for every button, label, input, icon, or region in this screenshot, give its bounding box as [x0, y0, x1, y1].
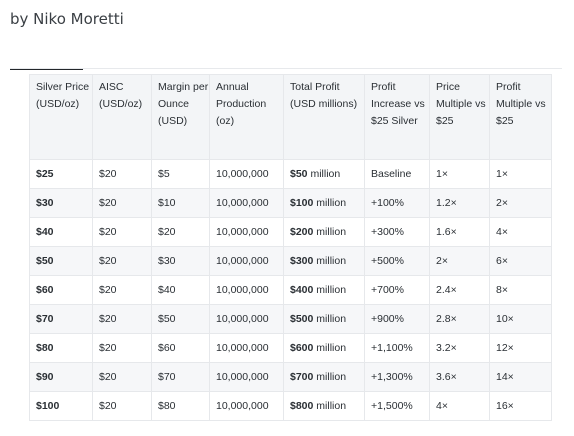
- cell-margin: $70: [151, 362, 210, 392]
- cell-aisc: $20: [92, 391, 152, 421]
- cell-profit-increase: Baseline: [364, 159, 430, 189]
- cell-margin: $60: [151, 333, 210, 363]
- cell-profit-increase: +700%: [364, 275, 430, 305]
- cell-silver-price: $80: [29, 333, 93, 363]
- cell-total-profit: $800 million: [283, 391, 365, 421]
- header-margin: Margin per Ounce (USD): [151, 74, 210, 160]
- cell-aisc: $20: [92, 246, 152, 276]
- cell-aisc: $20: [92, 275, 152, 305]
- cell-aisc: $20: [92, 362, 152, 392]
- cell-total-profit: $50 million: [283, 159, 365, 189]
- cell-profit-multiple: 12×: [489, 333, 552, 363]
- cell-profit-multiple: 6×: [489, 246, 552, 276]
- cell-aisc: $20: [92, 304, 152, 334]
- table-row: $50 $20 $30 10,000,000 $300 million +500% 2× 6×: [29, 246, 552, 276]
- cell-production: 10,000,000: [209, 159, 284, 189]
- cell-silver-price: $60: [29, 275, 93, 305]
- cell-price-multiple: 4×: [429, 391, 490, 421]
- header-production: Annual Production (oz): [209, 74, 284, 160]
- table-row: $80 $20 $60 10,000,000 $600 million +1,100% 3.…: [29, 333, 552, 363]
- silver-profit-table: Silver Price (USD/oz) AISC (USD/oz) Marg…: [29, 74, 552, 421]
- cell-production: 10,000,000: [209, 188, 284, 218]
- table-row: $40 $20 $20 10,000,000 $200 million +300% 1.6×…: [29, 217, 552, 247]
- tab-indicator: [10, 69, 83, 70]
- cell-profit-multiple: 16×: [489, 391, 552, 421]
- cell-profit-increase: +1,100%: [364, 333, 430, 363]
- table-row: $30 $20 $10 10,000,000 $100 million +100% 1.2×…: [29, 188, 552, 218]
- cell-total-profit: $700 million: [283, 362, 365, 392]
- cell-price-multiple: 2.8×: [429, 304, 490, 334]
- cell-profit-increase: +100%: [364, 188, 430, 218]
- header-profit-increase: Profit Increase vs $25 Silver: [364, 74, 430, 160]
- table-header-row: Silver Price (USD/oz) AISC (USD/oz) Marg…: [29, 74, 552, 160]
- header-silver-price: Silver Price (USD/oz): [29, 74, 93, 160]
- cell-production: 10,000,000: [209, 217, 284, 247]
- cell-profit-multiple: 2×: [489, 188, 552, 218]
- cell-total-profit: $200 million: [283, 217, 365, 247]
- header-total-profit: Total Profit (USD millions): [283, 74, 365, 160]
- cell-margin: $30: [151, 246, 210, 276]
- cell-silver-price: $30: [29, 188, 93, 218]
- cell-aisc: $20: [92, 217, 152, 247]
- cell-margin: $20: [151, 217, 210, 247]
- cell-silver-price: $50: [29, 246, 93, 276]
- cell-profit-increase: +900%: [364, 304, 430, 334]
- cell-margin: $10: [151, 188, 210, 218]
- cell-silver-price: $40: [29, 217, 93, 247]
- cell-price-multiple: 1.2×: [429, 188, 490, 218]
- cell-price-multiple: 3.2×: [429, 333, 490, 363]
- cell-total-profit: $400 million: [283, 275, 365, 305]
- table-row: $60 $20 $40 10,000,000 $400 million +700% 2.4×…: [29, 275, 552, 305]
- header-aisc: AISC (USD/oz): [92, 74, 152, 160]
- cell-total-profit: $300 million: [283, 246, 365, 276]
- cell-margin: $5: [151, 159, 210, 189]
- cell-profit-multiple: 4×: [489, 217, 552, 247]
- cell-price-multiple: 2.4×: [429, 275, 490, 305]
- cell-production: 10,000,000: [209, 246, 284, 276]
- cell-price-multiple: 1.6×: [429, 217, 490, 247]
- cell-total-profit: $500 million: [283, 304, 365, 334]
- cell-aisc: $20: [92, 333, 152, 363]
- cell-price-multiple: 3.6×: [429, 362, 490, 392]
- cell-profit-multiple: 10×: [489, 304, 552, 334]
- header-price-multiple: Price Multiple vs $25: [429, 74, 490, 160]
- table-row: $70 $20 $50 10,000,000 $500 million +900% 2.8×…: [29, 304, 552, 334]
- cell-production: 10,000,000: [209, 362, 284, 392]
- cell-aisc: $20: [92, 159, 152, 189]
- cell-silver-price: $100: [29, 391, 93, 421]
- cell-price-multiple: 2×: [429, 246, 490, 276]
- table-row: $100 $20 $80 10,000,000 $800 million +1,500% 4…: [29, 391, 552, 421]
- cell-price-multiple: 1×: [429, 159, 490, 189]
- cell-profit-increase: +500%: [364, 246, 430, 276]
- cell-profit-increase: +1,300%: [364, 362, 430, 392]
- cell-silver-price: $70: [29, 304, 93, 334]
- cell-production: 10,000,000: [209, 333, 284, 363]
- cell-total-profit: $100 million: [283, 188, 365, 218]
- cell-profit-increase: +1,500%: [364, 391, 430, 421]
- cell-profit-multiple: 14×: [489, 362, 552, 392]
- cell-silver-price: $25: [29, 159, 93, 189]
- cell-aisc: $20: [92, 188, 152, 218]
- table-bottom-fade: [10, 421, 562, 427]
- cell-margin: $80: [151, 391, 210, 421]
- cell-production: 10,000,000: [209, 391, 284, 421]
- author-byline: by Niko Moretti: [10, 10, 124, 28]
- cell-profit-increase: +300%: [364, 217, 430, 247]
- cell-margin: $40: [151, 275, 210, 305]
- cell-production: 10,000,000: [209, 275, 284, 305]
- table-row: $25 $20 $5 10,000,000 $50 million Baseline 1× 1…: [29, 159, 552, 189]
- header-profit-multiple: Profit Multiple vs $25: [489, 74, 552, 160]
- cell-total-profit: $600 million: [283, 333, 365, 363]
- cell-margin: $50: [151, 304, 210, 334]
- cell-profit-multiple: 1×: [489, 159, 552, 189]
- cell-production: 10,000,000: [209, 304, 284, 334]
- table-container: Silver Price (USD/oz) AISC (USD/oz) Marg…: [10, 68, 562, 427]
- cell-silver-price: $90: [29, 362, 93, 392]
- cell-profit-multiple: 8×: [489, 275, 552, 305]
- table-row: $90 $20 $70 10,000,000 $700 million +1,300% 3.…: [29, 362, 552, 392]
